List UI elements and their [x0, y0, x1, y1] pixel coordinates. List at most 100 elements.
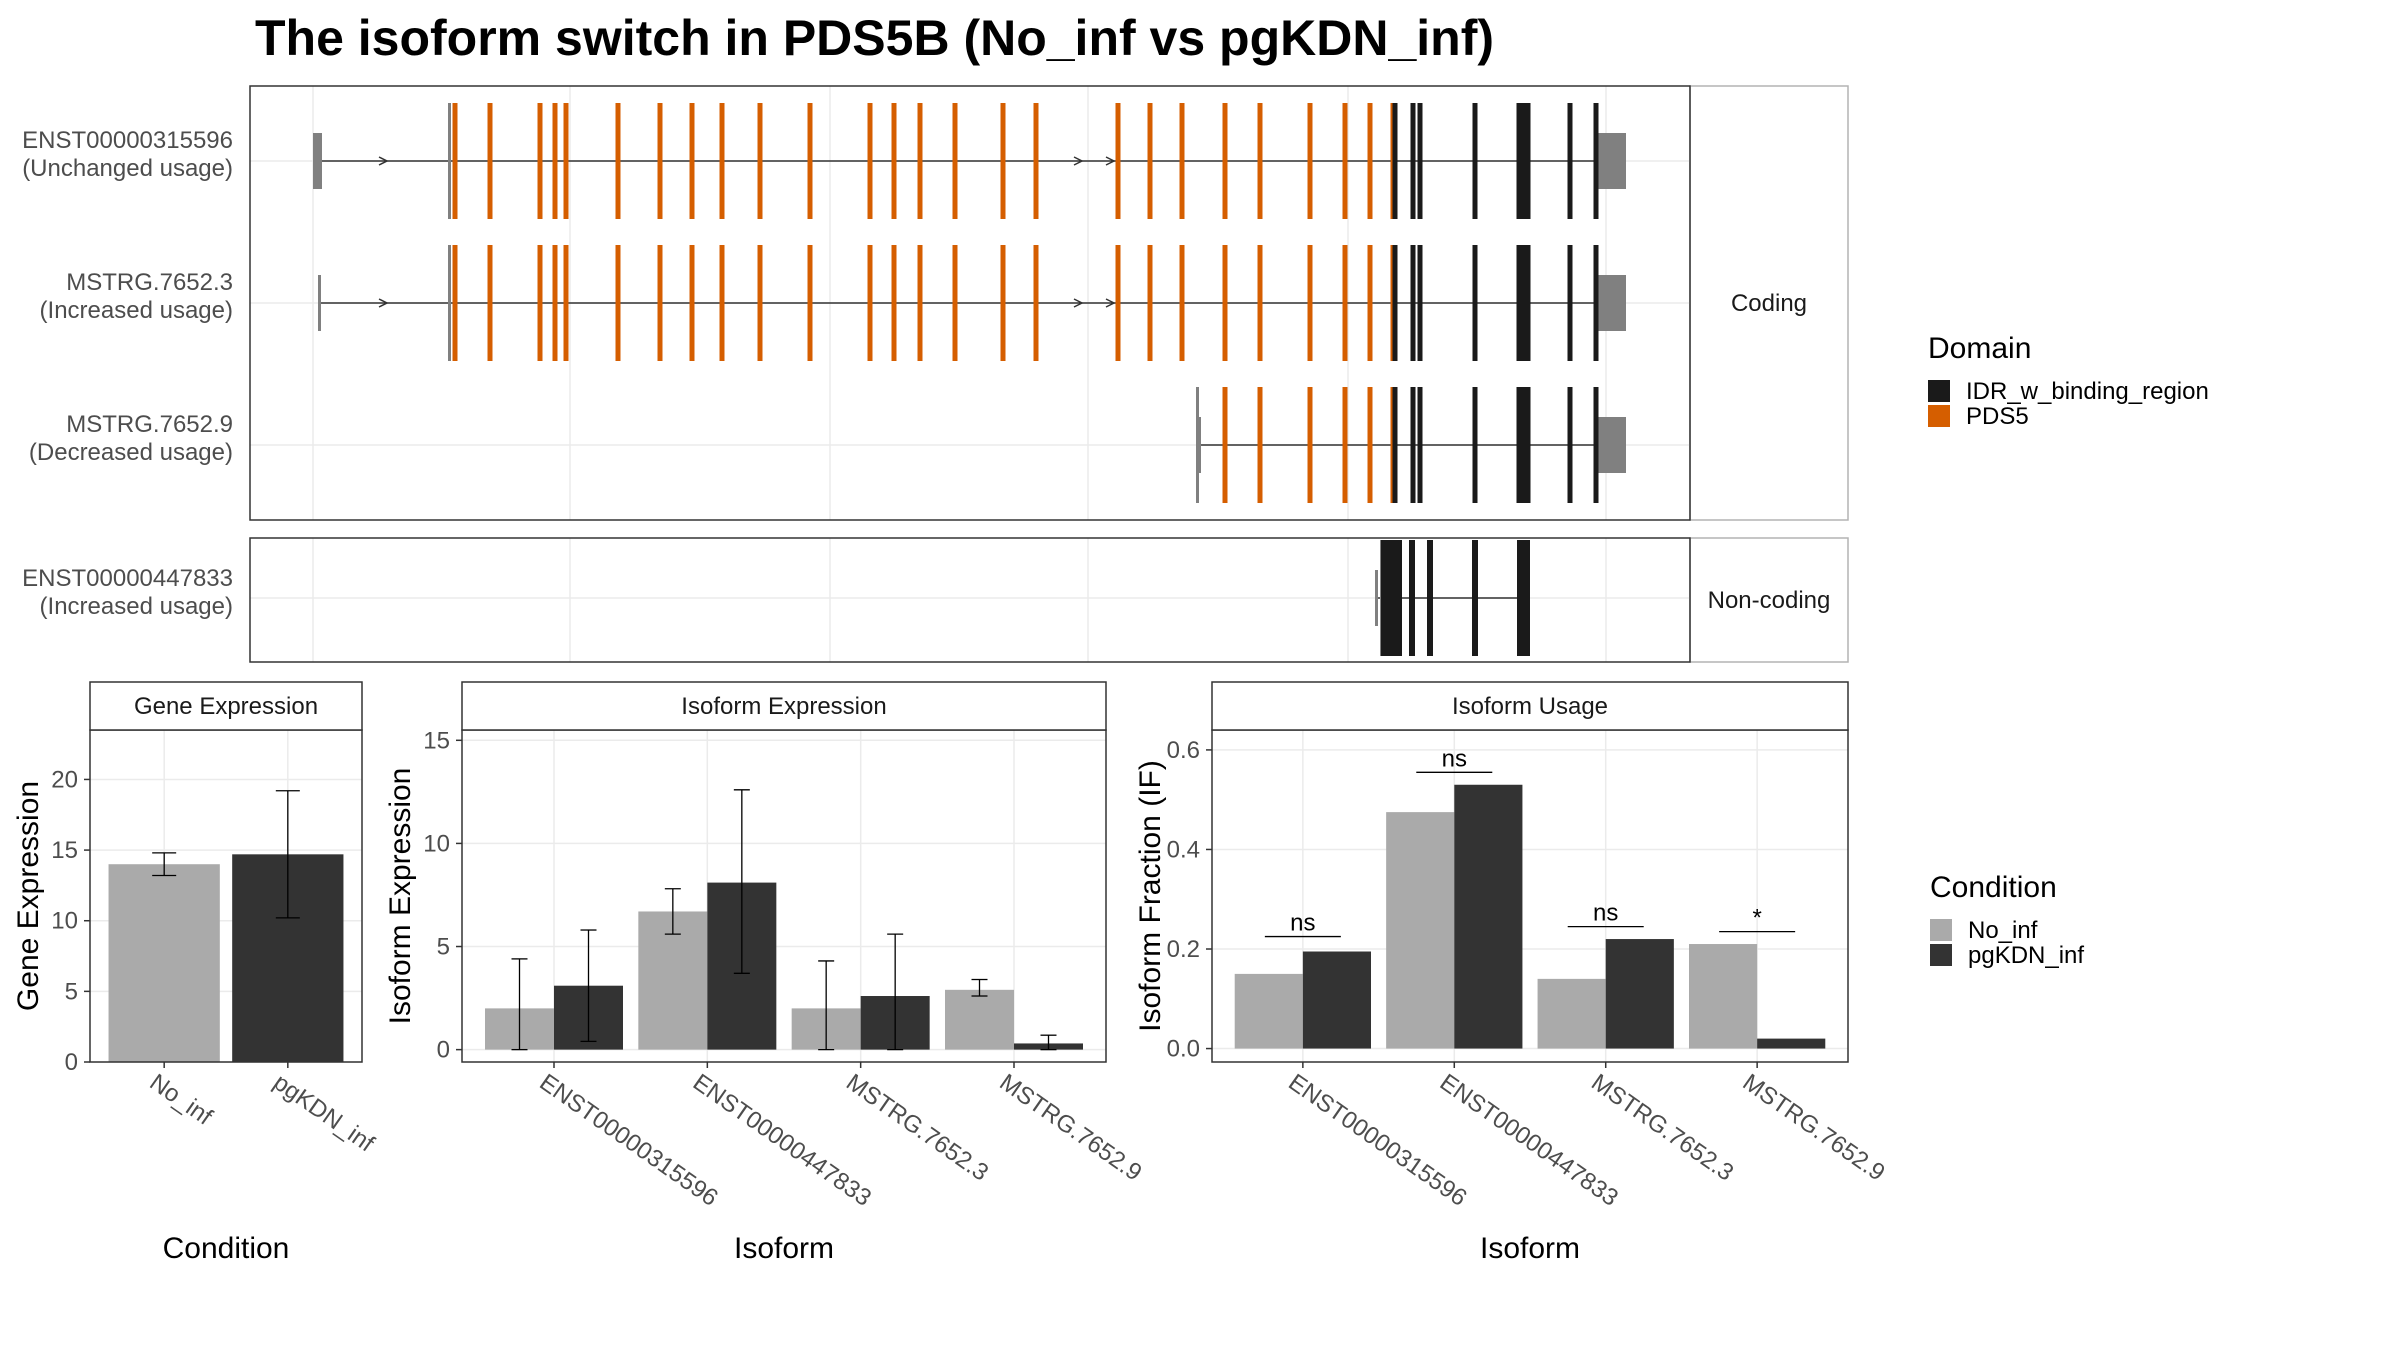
bar-no-inf [945, 989, 1014, 1050]
y-tick-label: 0.0 [1167, 1036, 1200, 1063]
domain-legend-key [1928, 380, 1950, 402]
pds5-domain-exon [1000, 245, 1006, 361]
pds5-domain-exon [891, 245, 897, 361]
y-tick-label: 15 [423, 727, 450, 754]
strand-arrow [1073, 298, 1084, 308]
significance-label: * [1752, 905, 1761, 932]
y-tick-label: 5 [65, 978, 78, 1005]
y-tick-label: 0 [437, 1037, 450, 1064]
noncoding-exon [1387, 540, 1393, 656]
utr-exon [1596, 417, 1626, 473]
panel-strip [461, 681, 1107, 731]
transcript-id-label: MSTRG.7652.9 [66, 411, 233, 438]
strand-arrow [1105, 298, 1116, 308]
bar-no-inf [1234, 973, 1303, 1049]
utr-exon [318, 275, 321, 331]
panel-strip-title: Isoform Usage [1452, 693, 1608, 720]
structure-facet-border [249, 537, 1691, 663]
pds5-domain-exon [807, 103, 813, 219]
noncoding-exon [1427, 540, 1433, 656]
y-tick-label: 0 [65, 1049, 78, 1076]
pds5-domain-exon [615, 245, 621, 361]
facet-strip [1689, 537, 1849, 663]
significance-label: ns [1290, 910, 1315, 937]
idr-domain-exon [1472, 245, 1478, 361]
pds5-domain-exon [891, 103, 897, 219]
transcript-usage-label: (Increased usage) [40, 297, 233, 324]
condition-legend-title: Condition [1930, 871, 2057, 904]
pds5-domain-exon [563, 103, 569, 219]
y-axis-title: Isoform Fraction (IF) [1134, 760, 1167, 1032]
noncoding-exon [1524, 540, 1530, 656]
pds5-domain-exon [1342, 245, 1348, 361]
pds5-domain-exon [1000, 103, 1006, 219]
idr-domain-exon [1417, 103, 1423, 219]
pds5-domain-exon [537, 245, 543, 361]
domain-legend-label: PDS5 [1966, 403, 2029, 430]
utr-exon [1596, 133, 1626, 189]
transcript-id-label: ENST00000447833 [22, 565, 233, 592]
idr-domain-exon [1593, 387, 1599, 503]
bar-no-inf [108, 864, 220, 1062]
pds5-domain-exon [552, 103, 558, 219]
pds5-domain-exon [1179, 103, 1185, 219]
facet-strip [1689, 85, 1849, 521]
panel-strip [89, 681, 363, 731]
significance-label: ns [1593, 900, 1618, 927]
panel-strip-title: Gene Expression [134, 693, 318, 720]
transcript-id-label: ENST00000315596 [22, 127, 233, 154]
x-tick-label: MSTRG.7652.3 [841, 1069, 993, 1187]
pds5-domain-exon [1257, 387, 1263, 503]
pds5-domain-exon [1307, 387, 1313, 503]
pds5-domain-exon [1257, 103, 1263, 219]
pds5-domain-exon [757, 103, 763, 219]
structure-facet-border [249, 85, 1691, 521]
y-tick-label: 0.4 [1167, 836, 1200, 863]
idr-domain-exon [1567, 245, 1573, 361]
expression-panels: 0 5 10 15 20 No_inf pgKDN_inf Gene Expression Co… [12, 681, 1890, 1265]
idr-domain-exon [1472, 387, 1478, 503]
strand-arrow [1073, 156, 1084, 166]
pds5-domain-exon [1222, 245, 1228, 361]
idr-domain-exon [1523, 103, 1531, 219]
pds5-domain-exon [1033, 245, 1039, 361]
pds5-domain-exon [807, 245, 813, 361]
pds5-domain-exon [657, 103, 663, 219]
transcript-usage-label: (Decreased usage) [29, 439, 233, 466]
pds5-domain-exon [867, 245, 873, 361]
idr-domain-exon [1523, 245, 1531, 361]
x-axis-title: Condition [163, 1232, 290, 1265]
strand-arrow [378, 156, 389, 166]
bar-pgkdn-inf [1302, 951, 1371, 1049]
pds5-domain-exon [552, 245, 558, 361]
idr-domain-exon [1410, 103, 1416, 219]
pds5-domain-exon [1179, 245, 1185, 361]
idr-domain-exon [1516, 103, 1524, 219]
structure-facet-background [250, 538, 1690, 662]
idr-domain-exon [1516, 387, 1524, 503]
idr-domain-exon [1516, 245, 1524, 361]
transcript-id-label: MSTRG.7652.3 [66, 269, 233, 296]
bar-no-inf [1689, 944, 1758, 1049]
bar-no-inf [1537, 978, 1606, 1049]
y-tick-label: 5 [437, 934, 450, 961]
noncoding-exon [1391, 540, 1397, 656]
condition-legend-label: No_inf [1968, 917, 2038, 944]
idr-domain-exon [1567, 103, 1573, 219]
x-axis-title: Isoform [734, 1232, 834, 1265]
pds5-domain-exon [719, 245, 725, 361]
idr-domain-exon [1392, 387, 1398, 503]
pds5-domain-exon [952, 245, 958, 361]
utr-exon [1198, 417, 1201, 473]
facet-strip-label: Coding [1731, 290, 1807, 317]
noncoding-exon [1409, 540, 1415, 656]
pds5-domain-exon [1147, 103, 1153, 219]
transcript-usage-label: (Increased usage) [40, 593, 233, 620]
pds5-domain-exon [1033, 103, 1039, 219]
condition-legend-key [1930, 919, 1952, 941]
idr-domain-exon [1392, 103, 1398, 219]
pds5-domain-exon [657, 245, 663, 361]
pds5-domain-exon [1367, 103, 1373, 219]
pds5-domain-exon [487, 245, 493, 361]
y-tick-label: 20 [51, 766, 78, 793]
